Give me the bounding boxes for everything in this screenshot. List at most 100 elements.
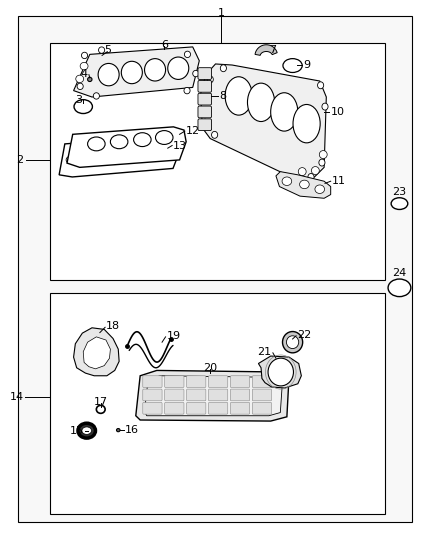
- Ellipse shape: [271, 93, 298, 131]
- Ellipse shape: [165, 142, 173, 148]
- Text: 4: 4: [81, 69, 88, 78]
- Text: 9: 9: [303, 60, 310, 70]
- Ellipse shape: [319, 159, 325, 166]
- Text: 14: 14: [10, 392, 24, 402]
- Ellipse shape: [212, 132, 218, 138]
- FancyBboxPatch shape: [187, 376, 206, 387]
- Text: 18: 18: [106, 321, 120, 331]
- FancyBboxPatch shape: [252, 389, 272, 401]
- FancyBboxPatch shape: [187, 389, 206, 401]
- Ellipse shape: [193, 70, 199, 77]
- Polygon shape: [136, 370, 289, 421]
- FancyBboxPatch shape: [198, 80, 212, 92]
- Ellipse shape: [184, 51, 191, 58]
- Polygon shape: [83, 337, 110, 369]
- Ellipse shape: [155, 131, 173, 144]
- Text: 7: 7: [269, 45, 276, 54]
- Text: 2: 2: [16, 155, 23, 165]
- Text: 22: 22: [297, 330, 311, 340]
- Ellipse shape: [80, 62, 88, 70]
- Text: 6: 6: [161, 40, 168, 50]
- Polygon shape: [145, 376, 283, 416]
- Text: 13: 13: [173, 141, 187, 150]
- Ellipse shape: [202, 119, 208, 126]
- FancyBboxPatch shape: [143, 376, 162, 387]
- FancyBboxPatch shape: [187, 402, 206, 414]
- Ellipse shape: [315, 185, 325, 193]
- Ellipse shape: [308, 173, 314, 180]
- Ellipse shape: [78, 423, 95, 438]
- Ellipse shape: [319, 150, 327, 159]
- Ellipse shape: [77, 83, 83, 90]
- Ellipse shape: [99, 47, 105, 53]
- FancyBboxPatch shape: [198, 119, 212, 131]
- Ellipse shape: [286, 336, 299, 349]
- Polygon shape: [201, 64, 326, 180]
- Ellipse shape: [318, 82, 324, 88]
- Polygon shape: [74, 47, 199, 97]
- Ellipse shape: [225, 77, 252, 115]
- Ellipse shape: [283, 332, 303, 353]
- Ellipse shape: [184, 87, 190, 94]
- Ellipse shape: [121, 61, 142, 84]
- Text: 24: 24: [392, 269, 406, 278]
- FancyBboxPatch shape: [208, 402, 228, 414]
- Ellipse shape: [76, 75, 84, 83]
- Ellipse shape: [388, 279, 411, 296]
- Ellipse shape: [300, 180, 309, 189]
- Polygon shape: [255, 45, 277, 55]
- Ellipse shape: [98, 63, 119, 86]
- Polygon shape: [74, 328, 119, 376]
- Polygon shape: [258, 356, 301, 388]
- Ellipse shape: [102, 144, 120, 158]
- Ellipse shape: [66, 157, 74, 164]
- FancyBboxPatch shape: [143, 402, 162, 414]
- Bar: [50, 43, 385, 280]
- Ellipse shape: [311, 166, 319, 175]
- Ellipse shape: [82, 427, 92, 434]
- Text: 5: 5: [104, 45, 111, 55]
- Ellipse shape: [298, 167, 306, 176]
- Ellipse shape: [93, 93, 99, 99]
- Bar: [50, 293, 385, 514]
- Ellipse shape: [293, 104, 320, 143]
- FancyBboxPatch shape: [252, 402, 272, 414]
- Text: 12: 12: [186, 126, 200, 136]
- Ellipse shape: [88, 137, 105, 151]
- Ellipse shape: [134, 133, 151, 147]
- FancyBboxPatch shape: [208, 389, 228, 401]
- Ellipse shape: [81, 52, 88, 59]
- Polygon shape: [67, 127, 186, 167]
- Ellipse shape: [168, 57, 189, 79]
- FancyBboxPatch shape: [252, 376, 272, 387]
- FancyBboxPatch shape: [208, 376, 228, 387]
- Ellipse shape: [74, 100, 92, 114]
- Ellipse shape: [207, 76, 213, 83]
- Ellipse shape: [88, 77, 92, 82]
- Ellipse shape: [391, 198, 408, 209]
- Ellipse shape: [145, 59, 166, 81]
- Text: 17: 17: [94, 398, 108, 407]
- Text: 8: 8: [219, 91, 226, 101]
- Ellipse shape: [282, 177, 292, 185]
- Ellipse shape: [220, 65, 226, 71]
- Ellipse shape: [148, 140, 165, 154]
- Text: 1: 1: [218, 9, 225, 18]
- Polygon shape: [276, 172, 331, 198]
- FancyBboxPatch shape: [198, 93, 212, 105]
- Ellipse shape: [110, 135, 128, 149]
- Ellipse shape: [117, 429, 120, 432]
- FancyBboxPatch shape: [230, 389, 250, 401]
- Text: 15: 15: [70, 426, 84, 435]
- Text: 20: 20: [203, 363, 217, 373]
- Ellipse shape: [322, 103, 328, 110]
- Text: 19: 19: [166, 331, 180, 341]
- FancyBboxPatch shape: [165, 376, 184, 387]
- Ellipse shape: [283, 59, 302, 72]
- Ellipse shape: [247, 83, 275, 122]
- Ellipse shape: [268, 358, 293, 386]
- Text: 21: 21: [258, 347, 272, 357]
- Ellipse shape: [126, 142, 143, 156]
- Polygon shape: [59, 136, 180, 177]
- FancyBboxPatch shape: [230, 402, 250, 414]
